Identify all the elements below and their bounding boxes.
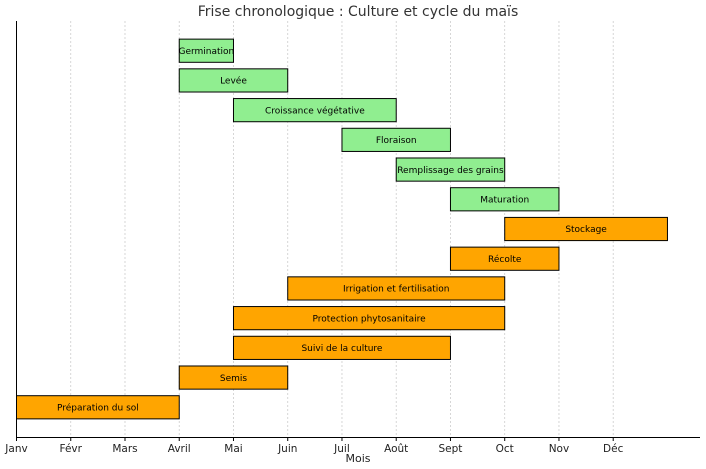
task-label: Irrigation et fertilisation (343, 285, 450, 295)
task-bar (341, 127, 451, 152)
task-bar (287, 276, 506, 301)
x-tick-label: Déc (603, 443, 624, 455)
x-tick-label: Févr (60, 443, 83, 455)
task-label: Floraison (376, 136, 417, 146)
task-bar (178, 38, 234, 63)
task-label: Remplissage des grains (397, 166, 504, 176)
chart-title: Frise chronologique : Culture et cycle d… (198, 4, 519, 20)
task-label: Récolte (488, 254, 522, 265)
x-tick-label: Juin (277, 443, 297, 455)
task-label: Germination (178, 47, 234, 57)
task-label: Maturation (480, 195, 529, 205)
task-label: Croissance végétative (265, 105, 365, 116)
task-bar (504, 216, 668, 242)
x-tick-label: Janv (4, 443, 27, 455)
task-label: Stockage (565, 225, 607, 235)
x-tick-label: Août (384, 443, 408, 455)
x-tick-label: Mars (112, 443, 137, 455)
task-bar (395, 157, 506, 182)
x-tick-label: Juil (333, 443, 350, 455)
x-tick-label: Avril (168, 443, 191, 455)
bars: Préparation du sol Semis Suivi de la cultu… (16, 38, 668, 420)
task-bar (178, 365, 289, 390)
x-tick-label: Sept (439, 443, 463, 455)
task-bar (232, 98, 397, 123)
task-label: Préparation du sol (57, 402, 139, 413)
x-ticks: Janv Févr Mars Avril Mai Juin Juil Août Sept Oct N… (4, 437, 624, 455)
x-tick-label: Mai (224, 443, 242, 455)
task-label: Semis (220, 374, 248, 384)
task-label: Suivi de la culture (301, 344, 382, 354)
task-label: Levée (220, 76, 247, 87)
x-tick-label: Oct (496, 443, 514, 455)
task-bar (449, 187, 560, 212)
task-bar (178, 68, 289, 93)
task-bar (232, 335, 451, 360)
x-tick-label: Nov (549, 443, 570, 455)
task-label: Protection phytosanitaire (313, 314, 427, 324)
x-axis-label: Mois (345, 452, 370, 465)
task-bar (449, 246, 560, 271)
task-bar (232, 306, 506, 331)
